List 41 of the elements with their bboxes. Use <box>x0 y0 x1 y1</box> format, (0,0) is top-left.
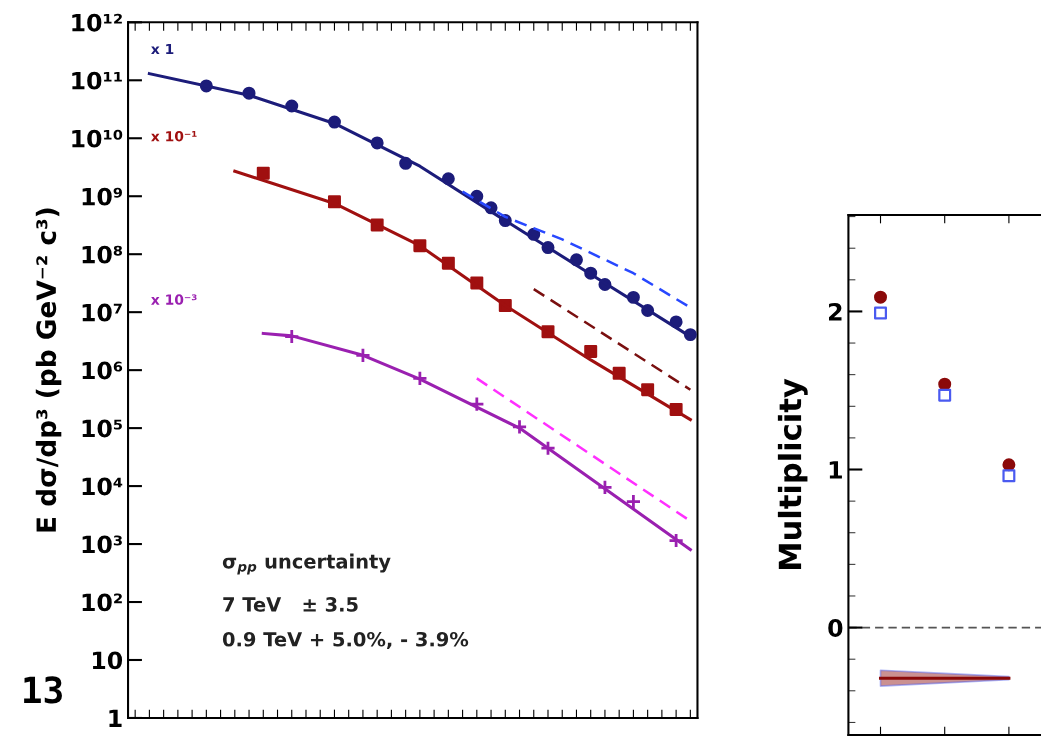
y-tick-label: 10⁵ <box>82 419 122 438</box>
point <box>874 306 887 320</box>
y-tick-label: 10⁸ <box>82 245 123 264</box>
text: 13 <box>24 676 62 704</box>
point <box>938 388 952 402</box>
text: x 10⁻³ <box>151 294 197 305</box>
point <box>256 166 270 180</box>
point <box>625 493 642 510</box>
point <box>540 440 556 457</box>
y-tick-label: 10⁷ <box>82 303 122 322</box>
point <box>354 347 371 364</box>
y-tick-label: 10¹² <box>72 13 122 32</box>
text: x 1 <box>151 43 174 55</box>
point <box>283 328 300 345</box>
text: x 10⁻¹ <box>151 130 197 142</box>
y-tick-label: 10¹¹ <box>72 71 122 90</box>
line-series <box>233 169 692 422</box>
y-tick-label: 10⁴ <box>82 477 123 496</box>
y-tick-label: 10⁹ <box>82 187 122 206</box>
y-tick-label: 0 <box>828 619 843 637</box>
point <box>411 370 428 387</box>
y-tick-label: 10² <box>82 593 122 612</box>
point <box>584 344 598 358</box>
y-tick-label: 2 <box>828 302 842 321</box>
point <box>938 377 952 391</box>
annotation: 7 TeV ± 3.5 <box>223 597 358 612</box>
y-tick-label: 10³ <box>82 535 122 554</box>
point <box>874 290 887 304</box>
y-tick-label: 1 <box>109 709 122 727</box>
annotation: σ$_{pp}$ uncertainty <box>222 553 391 575</box>
y-tick-label: 10⁶ <box>82 361 123 380</box>
point <box>1002 469 1016 483</box>
point <box>596 479 613 496</box>
annotation: 0.9 TeV + 5.0%, - 3.9% <box>222 631 469 650</box>
y-axis-title: E dσ/dp³ (pb GeV⁻² c³) <box>35 208 62 532</box>
point <box>511 418 528 435</box>
y-tick-label: 1 <box>829 461 842 479</box>
y-axis-title: Multiplicity <box>777 378 808 570</box>
y-tick-label: 10¹⁰ <box>72 129 123 148</box>
y-tick-label: 10 <box>92 651 123 670</box>
point <box>668 532 685 549</box>
